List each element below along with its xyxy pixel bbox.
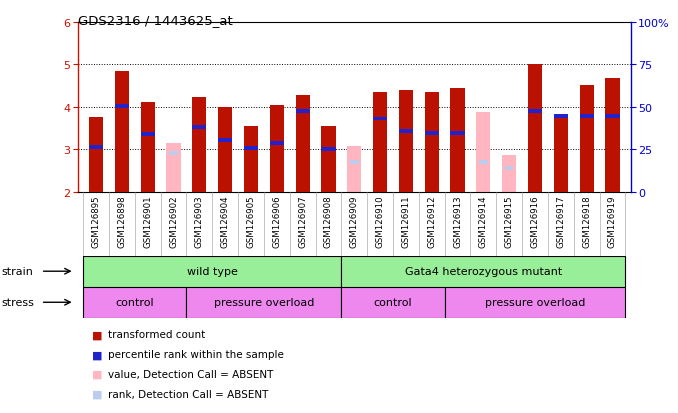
Text: GSM126895: GSM126895 [92,195,100,248]
Bar [605,78,620,192]
Bar [115,104,129,109]
Bar [476,112,490,192]
Text: GSM126910: GSM126910 [376,195,384,248]
Text: GSM126904: GSM126904 [220,195,230,248]
Bar [115,72,129,192]
Bar [605,115,620,119]
Bar [89,118,103,192]
Text: ■: ■ [92,389,102,399]
Text: stress: stress [1,297,34,308]
Text: ■: ■ [92,349,102,359]
Text: control: control [374,297,412,308]
Text: GSM126917: GSM126917 [557,195,565,248]
Bar [424,132,439,135]
Bar [166,143,180,192]
Bar [83,287,186,318]
Bar [193,126,206,130]
Bar [296,110,310,114]
Bar [479,161,487,164]
Bar [170,152,178,156]
Bar [450,132,464,135]
Text: GSM126907: GSM126907 [298,195,307,248]
Bar [140,103,155,192]
Text: GSM126919: GSM126919 [608,195,617,248]
Bar [83,256,341,287]
Bar [218,139,233,143]
Text: value, Detection Call = ABSENT: value, Detection Call = ABSENT [108,369,274,379]
Bar [528,110,542,114]
Text: GSM126913: GSM126913 [453,195,462,248]
Text: transformed count: transformed count [108,330,205,339]
Bar [450,88,464,192]
Bar [321,126,336,192]
Text: GSM126905: GSM126905 [247,195,256,248]
Text: GSM126914: GSM126914 [479,195,488,248]
Bar [580,85,594,192]
Bar [296,95,310,192]
Text: GDS2316 / 1443625_at: GDS2316 / 1443625_at [78,14,233,27]
Text: ■: ■ [92,330,102,339]
Bar [89,146,103,150]
Text: GSM126902: GSM126902 [169,195,178,248]
Bar [244,126,258,192]
Text: percentile rank within the sample: percentile rank within the sample [108,349,284,359]
Text: GSM126916: GSM126916 [530,195,540,248]
Bar [399,130,413,134]
Text: GSM126906: GSM126906 [273,195,281,248]
Text: pressure overload: pressure overload [214,297,314,308]
Text: GSM126898: GSM126898 [117,195,126,248]
Text: wild type: wild type [187,266,238,277]
Bar [580,115,594,119]
Bar [244,147,258,151]
Text: control: control [115,297,154,308]
Text: pressure overload: pressure overload [485,297,585,308]
Text: GSM126901: GSM126901 [143,195,152,248]
Bar [554,115,568,119]
Text: GSM126915: GSM126915 [504,195,514,248]
Bar [321,147,336,151]
Text: strain: strain [1,266,33,277]
Text: GSM126903: GSM126903 [195,195,204,248]
Bar [341,287,445,318]
Bar [528,65,542,192]
Text: GSM126908: GSM126908 [324,195,333,248]
Bar [505,167,513,171]
Text: Gata4 heterozygous mutant: Gata4 heterozygous mutant [405,266,562,277]
Bar [424,93,439,192]
Bar [270,105,284,192]
Bar [193,98,206,192]
Text: ■: ■ [92,369,102,379]
Bar [89,118,103,192]
Bar [218,107,233,192]
Bar [186,287,341,318]
Bar [373,93,387,192]
Text: rank, Detection Call = ABSENT: rank, Detection Call = ABSENT [108,389,269,399]
Bar [373,117,387,121]
Bar [554,117,568,192]
Bar [270,142,284,145]
Text: GSM126909: GSM126909 [350,195,359,248]
Bar [347,147,361,192]
Bar [341,256,625,287]
Bar [502,156,516,192]
Bar [350,161,359,164]
Bar [399,90,413,192]
Text: GSM126918: GSM126918 [582,195,591,248]
Bar [445,287,625,318]
Text: GSM126912: GSM126912 [427,195,436,248]
Text: GSM126911: GSM126911 [401,195,410,248]
Bar [140,133,155,137]
